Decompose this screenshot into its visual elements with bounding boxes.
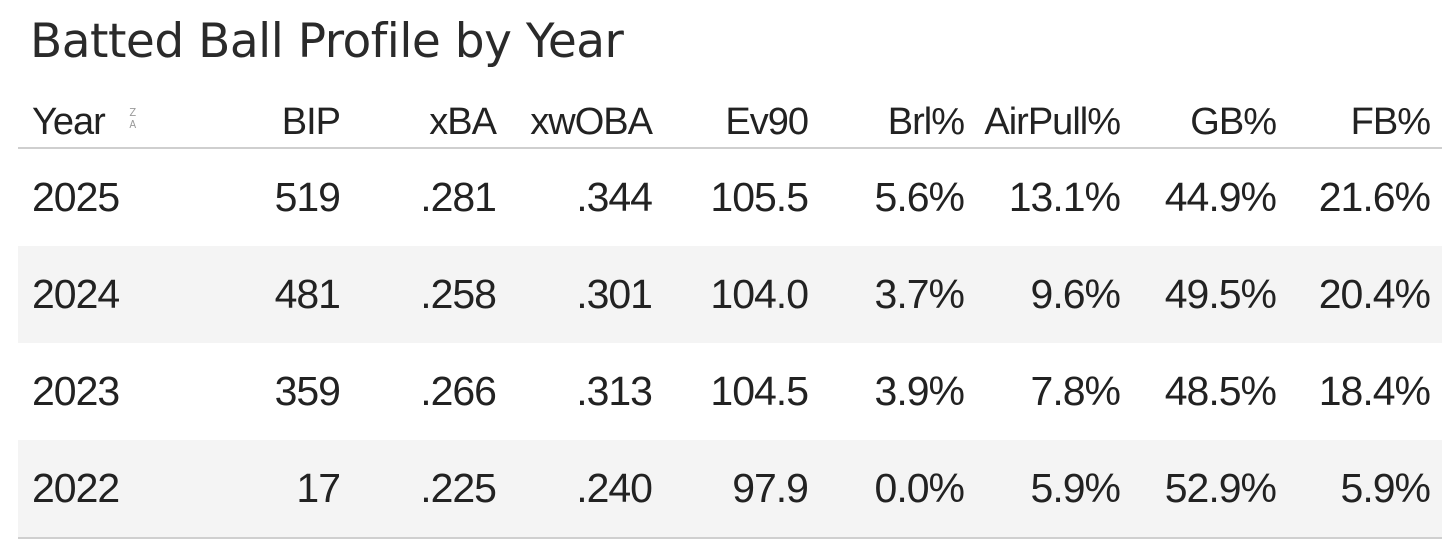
table-row: 2025 519 .281 .344 105.5 5.6% 13.1% 44.9…: [18, 148, 1442, 246]
cell-fb-pct: 18.4%: [1318, 368, 1431, 414]
column-header-xba[interactable]: xBA: [340, 98, 497, 149]
cell-gb-pct: 48.5%: [1164, 368, 1277, 414]
cell-xba: .266: [420, 368, 497, 414]
column-header-xwoba[interactable]: xwOBA: [496, 98, 653, 149]
table-row: 2024 481 .258 .301 104.0 3.7% 9.6% 49.5%…: [18, 246, 1442, 343]
table-row: 2023 359 .266 .313 104.5 3.9% 7.8% 48.5%…: [18, 343, 1442, 440]
cell-xba: .258: [340, 246, 497, 343]
column-header-fb-pct[interactable]: FB%: [1276, 98, 1442, 149]
cell-bip: 519: [274, 174, 341, 220]
batted-ball-table: Year Z A BIP xBA xwOBA Ev90 Brl% AirPull% …: [18, 98, 1442, 539]
cell-year: 2025: [32, 174, 120, 220]
cell-ev90: 104.5: [710, 368, 809, 414]
header-row: Year Z A BIP xBA xwOBA Ev90 Brl% AirPull% …: [18, 98, 1442, 149]
cell-brl-pct: 0.0%: [808, 440, 965, 539]
cell-ev90: 97.9: [652, 440, 809, 539]
cell-xwoba: .344: [576, 174, 653, 220]
cell-bip: 481: [183, 246, 341, 343]
column-header-airpull-pct[interactable]: AirPull%: [964, 98, 1121, 149]
cell-year: 2023: [32, 368, 120, 414]
cell-airpull-pct: 9.6%: [964, 246, 1121, 343]
cell-ev90: 104.0: [652, 246, 809, 343]
cell-xwoba: .301: [496, 246, 653, 343]
column-header-gb-pct[interactable]: GB%: [1120, 98, 1277, 149]
cell-gb-pct: 52.9%: [1120, 440, 1277, 539]
cell-airpull-pct: 13.1%: [1008, 174, 1121, 220]
column-header-bip[interactable]: BIP: [183, 98, 341, 149]
cell-year: 2024: [18, 246, 183, 343]
cell-fb-pct: 5.9%: [1276, 440, 1442, 539]
cell-bip: 17: [183, 440, 341, 539]
column-header-ev90[interactable]: Ev90: [652, 98, 809, 149]
cell-ev90: 105.5: [710, 174, 809, 220]
cell-fb-pct: 20.4%: [1276, 246, 1442, 343]
column-header-label: Year: [32, 101, 106, 143]
cell-xwoba: .313: [576, 368, 653, 414]
cell-gb-pct: 49.5%: [1120, 246, 1277, 343]
column-header-brl-pct[interactable]: Brl%: [808, 98, 965, 149]
page-title: Batted Ball Profile by Year: [30, 14, 624, 69]
cell-airpull-pct: 7.8%: [1030, 368, 1121, 414]
cell-airpull-pct: 5.9%: [964, 440, 1121, 539]
cell-brl-pct: 3.7%: [808, 246, 965, 343]
column-header-year[interactable]: Year Z A: [18, 98, 183, 149]
cell-fb-pct: 21.6%: [1318, 174, 1431, 220]
cell-brl-pct: 3.9%: [874, 368, 965, 414]
cell-year: 2022: [18, 440, 183, 539]
cell-xba: .281: [420, 174, 497, 220]
cell-brl-pct: 5.6%: [874, 174, 965, 220]
cell-gb-pct: 44.9%: [1164, 174, 1277, 220]
cell-xba: .225: [340, 440, 497, 539]
cell-xwoba: .240: [496, 440, 653, 539]
cell-bip: 359: [274, 368, 341, 414]
table-row: 2022 17 .225 .240 97.9 0.0% 5.9% 52.9% 5…: [18, 440, 1442, 539]
